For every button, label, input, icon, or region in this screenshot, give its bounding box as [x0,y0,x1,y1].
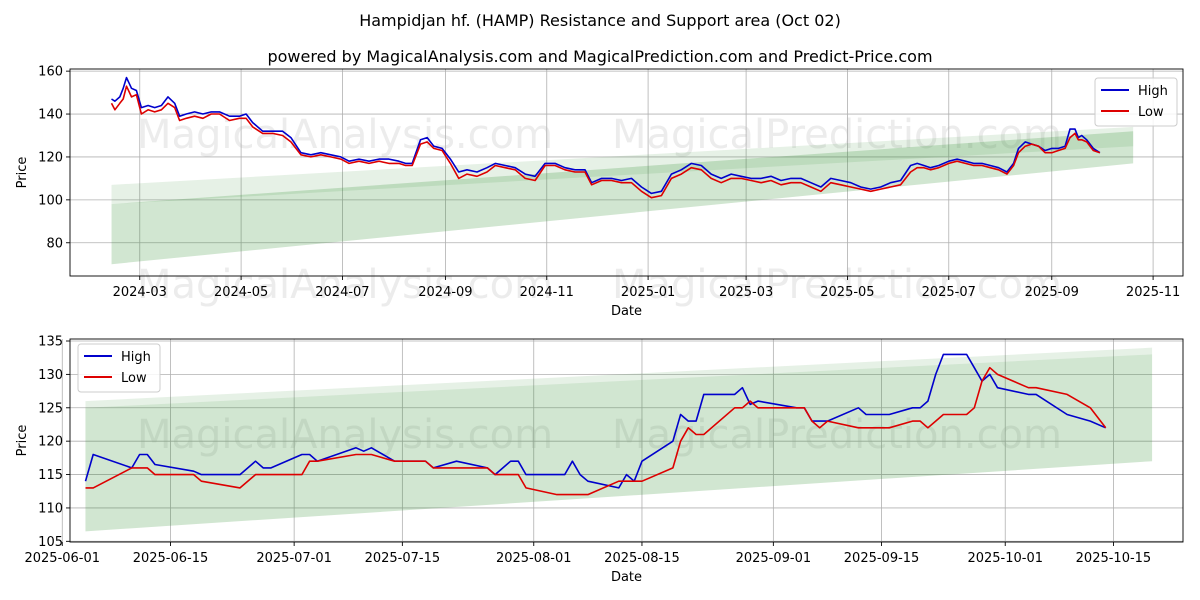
x-tick-label: 2025-09-15 [844,551,920,566]
watermark: MagicalPrediction.com [612,262,1062,308]
series-group [110,76,1101,199]
series-group [84,353,1107,496]
chart-subtitle: powered by MagicalAnalysis.com and Magic… [267,47,932,66]
x-tick-label: 2025-06-01 [24,551,100,566]
x-tick-label: 2025-08-15 [604,551,680,566]
low-line [85,366,1107,496]
x-tick-label: 2025-09 [1025,285,1079,300]
support-resistance-band [111,131,1134,265]
x-tick-label: 2025-06-15 [133,551,209,566]
x-tick-label: 2025-03 [719,285,773,300]
y-tick-label: 125 [38,401,63,416]
y-tick-label: 120 [38,435,63,450]
x-axis-label: Date [611,570,642,585]
x-tick-label: 2025-07-15 [365,551,441,566]
x-tick-label: 2025-10-15 [1076,551,1152,566]
high-line [84,353,1107,489]
x-tick-label: 2025-07 [922,285,976,300]
chart-title: Hampidjan hf. (HAMP) Resistance and Supp… [359,11,841,30]
top-chart: MagicalAnalysis.com MagicalPrediction.com… [15,65,1184,319]
y-tick-label: 80 [46,236,63,251]
legend: High Low [1094,77,1178,127]
y-tick-label: 160 [38,65,63,80]
support-resistance-band [111,126,1134,205]
legend-label-high: High [1138,84,1168,99]
x-tick-label: 2024-11 [520,285,574,300]
support-resistance-band [85,354,1153,532]
x-tick-label: 2025-09-01 [736,551,812,566]
bottom-chart: MagicalAnalysis.com MagicalPrediction.com… [15,335,1184,585]
x-tick-label: 2025-05 [820,285,874,300]
x-tick-label: 2024-09 [418,285,472,300]
watermark: MagicalAnalysis.com [137,262,553,308]
axes-frame [69,68,1184,277]
y-tick-label: 135 [38,335,63,350]
watermark: MagicalAnalysis.com [137,412,553,458]
y-tick-label: 110 [38,501,63,516]
x-tick-label: 2025-08-01 [496,551,572,566]
y-tick-label: 100 [38,193,63,208]
legend-label-low: Low [1138,105,1164,120]
y-tick-label: 140 [38,108,63,123]
x-tick-label: 2025-10-01 [967,551,1043,566]
x-tick-label: 2025-11 [1126,285,1180,300]
x-tick-label: 2025-07-01 [256,551,332,566]
y-axis-label: Price [15,425,30,457]
low-line [110,85,1101,199]
axes-frame [69,338,1184,543]
high-line [111,76,1101,195]
legend-label-low: Low [121,371,147,386]
support-resistance-band [85,347,1153,408]
legend: High Low [77,343,161,393]
x-tick-label: 2025-01 [621,285,675,300]
watermark: MagicalAnalysis.com [137,112,553,158]
y-tick-label: 105 [38,535,63,550]
x-tick-label: 2024-05 [214,285,268,300]
y-tick-label: 130 [38,368,63,383]
y-tick-label: 115 [38,468,63,483]
legend-label-high: High [121,350,151,365]
y-axis-label: Price [15,157,30,189]
watermark: MagicalPrediction.com [612,112,1062,158]
x-tick-label: 2024-03 [113,285,167,300]
x-tick-label: 2024-07 [315,285,369,300]
y-tick-label: 120 [38,150,63,165]
x-axis-label: Date [611,304,642,319]
